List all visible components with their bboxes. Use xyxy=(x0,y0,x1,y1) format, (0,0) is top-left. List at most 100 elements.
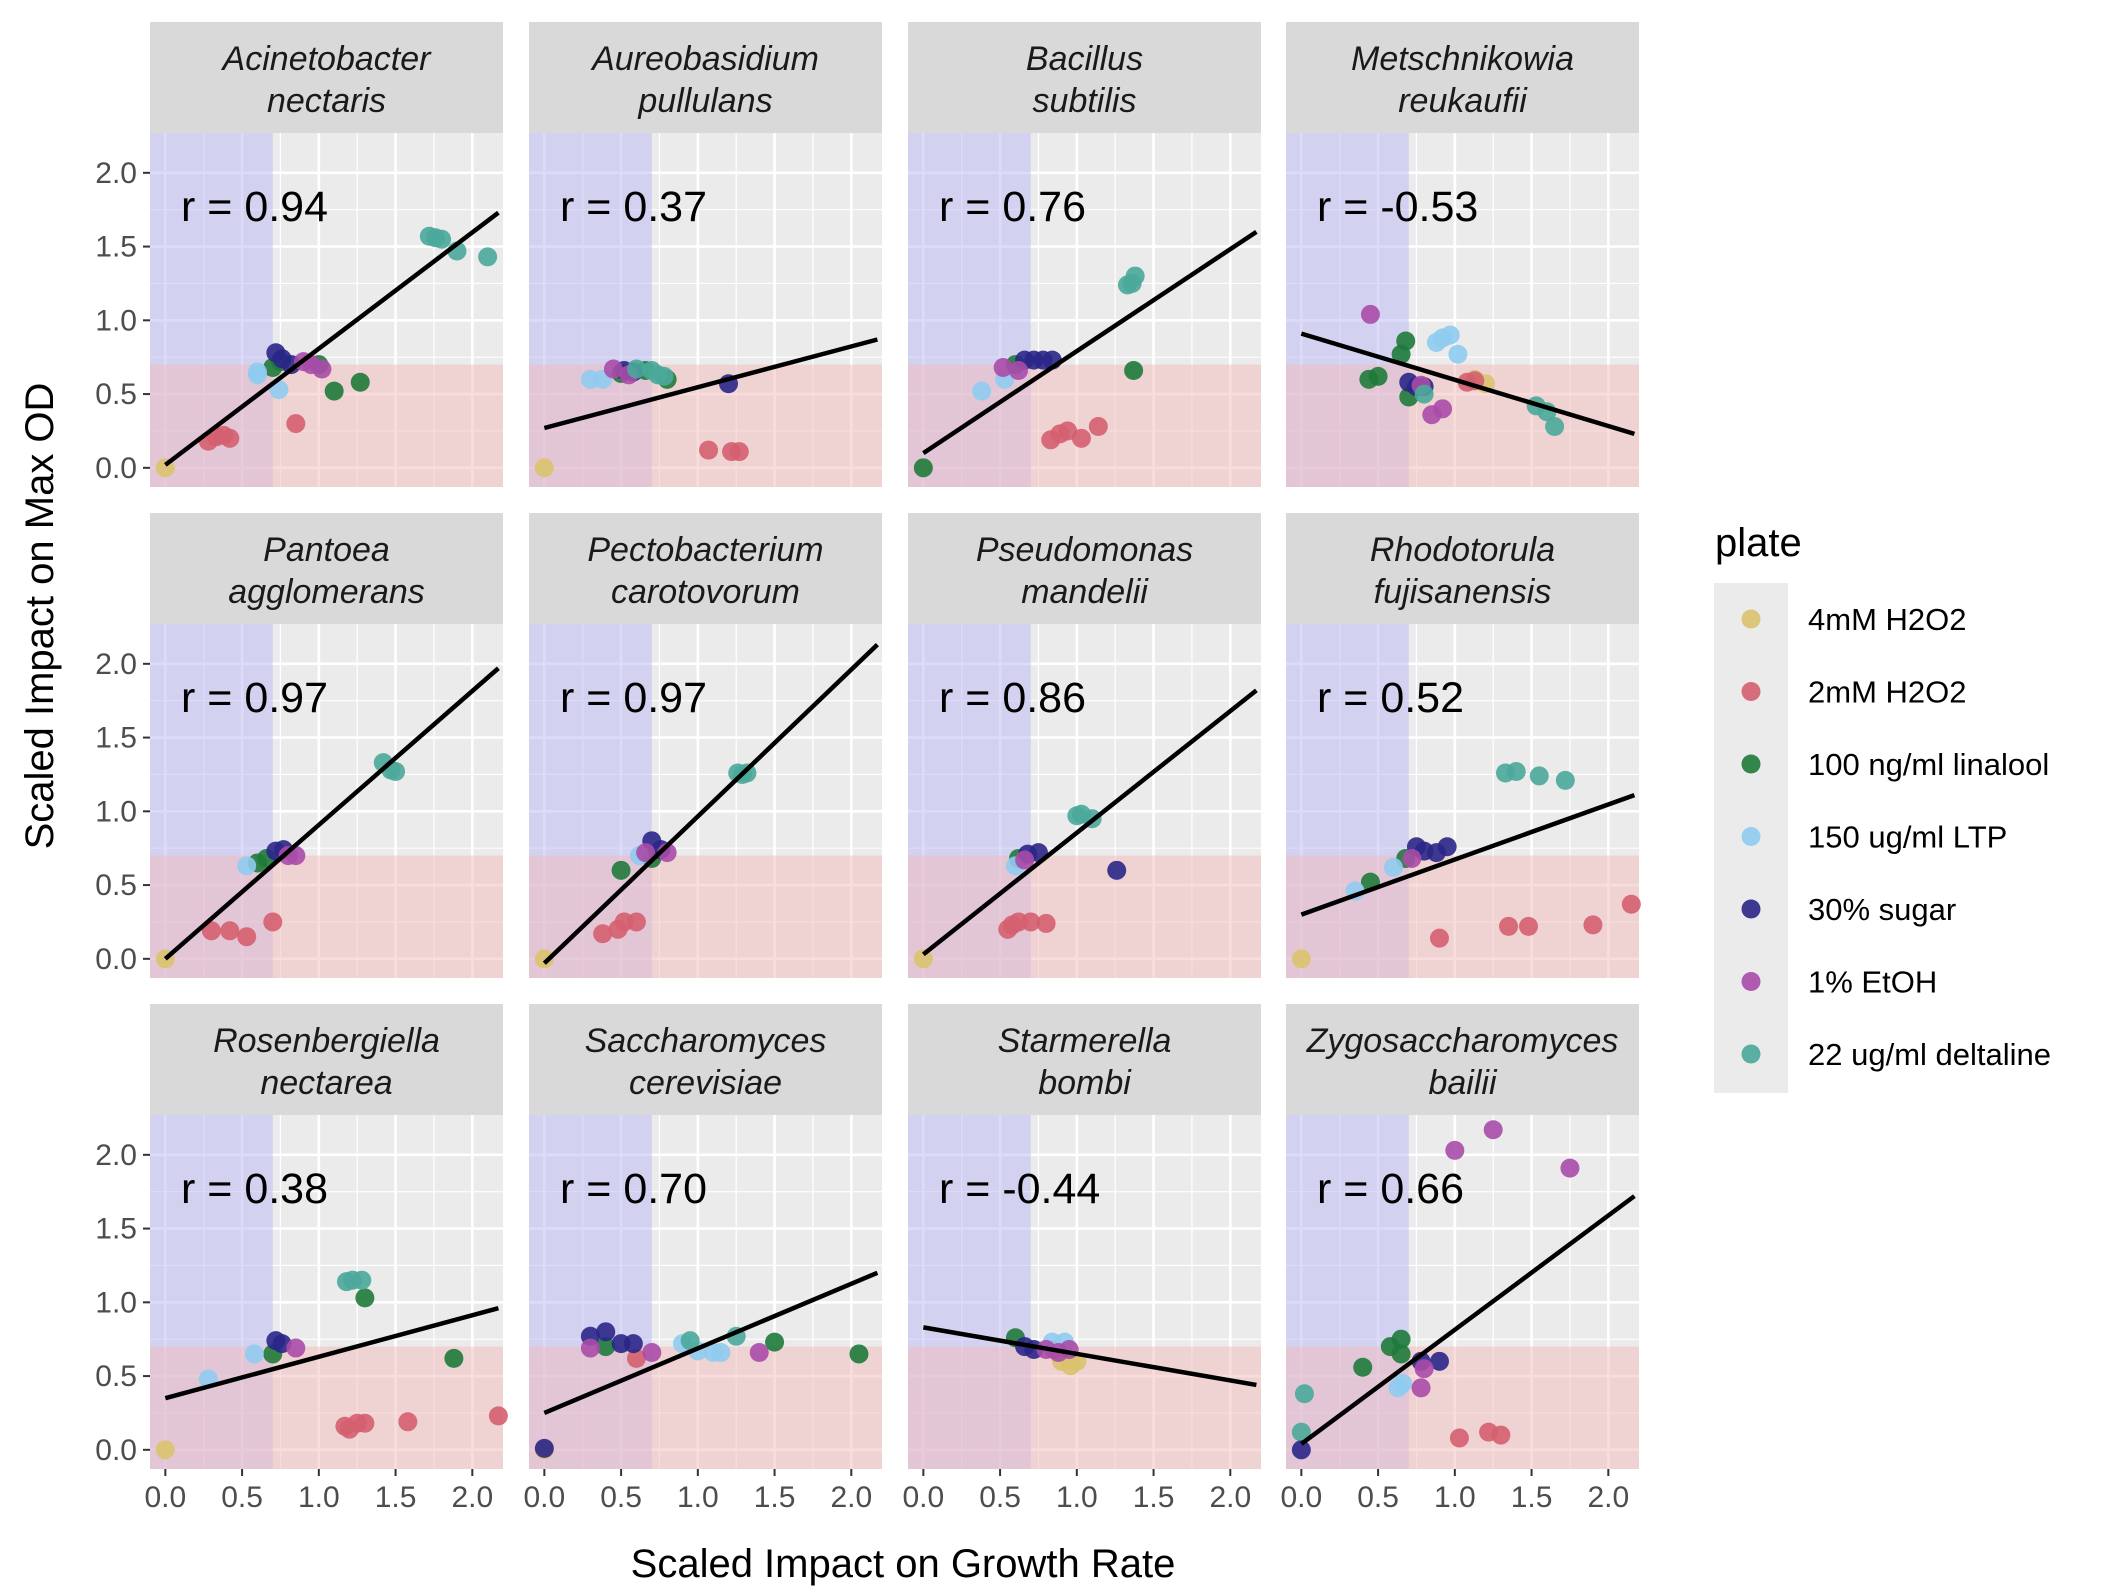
data-point xyxy=(324,381,344,401)
correlation-label: r = 0.94 xyxy=(181,183,328,231)
data-point xyxy=(286,414,306,434)
low-maxod-region xyxy=(150,855,503,978)
facet-panel: Pseudomonas mandelii r = 0.86 xyxy=(908,513,1261,978)
x-tick-label: 0.0 xyxy=(144,1481,186,1514)
data-point xyxy=(654,366,674,386)
data-point xyxy=(1414,384,1434,404)
data-point xyxy=(352,1270,372,1290)
y-tick-label: 0.0 xyxy=(95,1434,137,1467)
legend-title: plate xyxy=(1715,521,1802,565)
data-point xyxy=(1291,1422,1311,1442)
data-point xyxy=(1555,770,1575,790)
legend-label: 4mM H2O2 xyxy=(1808,602,1966,637)
data-point xyxy=(1429,1351,1449,1371)
facet-title-line1: Pectobacterium xyxy=(587,531,823,569)
data-point xyxy=(1448,344,1468,364)
regression-line xyxy=(543,1270,879,1416)
regression-line xyxy=(1300,331,1636,437)
y-tick-label: 0.5 xyxy=(95,869,137,902)
regression-line xyxy=(1300,1194,1636,1446)
data-point xyxy=(1291,1440,1311,1460)
low-maxod-region xyxy=(1286,1346,1639,1469)
x-tick-label: 0.5 xyxy=(1357,1481,1399,1514)
data-point xyxy=(972,381,992,401)
x-tick-label: 1.5 xyxy=(375,1481,417,1514)
x-axis-title: Scaled Impact on Growth Rate xyxy=(631,1542,1176,1586)
facet-panel: Acinetobacter nectaris r = 0.94 xyxy=(150,22,503,487)
facet-panel: Zygosaccharomyces bailii r = 0.66 xyxy=(1286,1004,1639,1469)
regression-line xyxy=(542,643,879,965)
data-point xyxy=(286,1338,306,1358)
data-point xyxy=(1015,850,1035,870)
facet-title-line1: Pseudomonas xyxy=(976,531,1193,569)
x-tick-label: 1.5 xyxy=(754,1481,796,1514)
facet-title-line1: Metschnikowia xyxy=(1351,40,1574,78)
legend-label: 22 ug/ml deltaline xyxy=(1808,1037,2051,1072)
facet-panels: Acinetobacter nectaris r = 0.94 Aureobasidi… xyxy=(150,22,1641,1469)
y-tick-label: 1.0 xyxy=(95,1286,137,1319)
x-tick-label: 0.5 xyxy=(600,1481,642,1514)
facet-title-line2: subtilis xyxy=(1033,82,1137,120)
data-point xyxy=(603,359,623,379)
low-maxod-region xyxy=(150,364,503,487)
correlation-label: r = 0.70 xyxy=(560,1165,707,1213)
data-point xyxy=(1353,1357,1373,1377)
data-point xyxy=(1291,949,1311,969)
data-point xyxy=(1411,1378,1431,1398)
y-tick-label: 1.5 xyxy=(95,231,137,264)
data-point xyxy=(1445,1140,1465,1160)
regression-line xyxy=(921,688,1258,957)
facet-strip xyxy=(1286,513,1639,624)
data-point xyxy=(1125,266,1145,286)
legend-key xyxy=(1741,1044,1761,1064)
y-axis-title: Scaled Impact on Max OD xyxy=(18,383,62,850)
x-tick-label: 0.0 xyxy=(902,1481,944,1514)
y-axis-ticks: 0.0 0.5 1.0 1.5 2.0 0.0 0.5 1.0 1.5 2.0 0.0 0.5 1.0 1… xyxy=(95,157,150,1467)
data-point xyxy=(580,1338,600,1358)
correlation-label: r = 0.76 xyxy=(939,183,1086,231)
facet-title-line2: bombi xyxy=(1038,1064,1132,1102)
data-point xyxy=(1583,915,1603,935)
legend-key xyxy=(1741,972,1761,991)
data-point xyxy=(729,442,749,462)
data-point xyxy=(1437,837,1457,857)
legend-label: 2mM H2O2 xyxy=(1808,675,1966,710)
data-point xyxy=(355,1413,375,1433)
y-tick-label: 1.5 xyxy=(95,1213,137,1246)
y-tick-label: 0.5 xyxy=(95,378,137,411)
data-point xyxy=(1391,1329,1411,1349)
data-point xyxy=(488,1406,508,1426)
correlation-label: r = 0.86 xyxy=(939,674,1086,722)
data-point xyxy=(737,763,757,783)
x-tick-label: 2.0 xyxy=(830,1481,872,1514)
data-point xyxy=(1621,894,1641,914)
facet-strip xyxy=(150,22,503,133)
low-maxod-region xyxy=(529,855,882,978)
data-point xyxy=(237,927,257,947)
facet-title-line1: Zygosaccharomyces xyxy=(1306,1022,1619,1060)
facet-panel: Saccharomyces cerevisiae r = 0.70 xyxy=(529,1004,882,1469)
data-point xyxy=(1009,360,1029,380)
data-point xyxy=(1088,417,1108,437)
facet-title-line1: Starmerella xyxy=(998,1022,1172,1060)
facet-title-line2: pullulans xyxy=(637,82,772,120)
facet-title-line1: Aureobasidium xyxy=(590,40,819,78)
facet-panel: Rhodotorula fujisanensis r = 0.52 xyxy=(1286,513,1641,978)
y-tick-label: 2.0 xyxy=(95,648,137,681)
regression-line xyxy=(922,229,1258,455)
facet-title-line2: mandelii xyxy=(1021,573,1149,611)
data-point xyxy=(155,1440,175,1460)
y-tick-label: 2.0 xyxy=(95,157,137,190)
y-tick-label: 0.5 xyxy=(95,1360,137,1393)
facet-panel: Pectobacterium carotovorum r = 0.97 xyxy=(529,513,882,978)
x-tick-label: 1.5 xyxy=(1511,1481,1553,1514)
data-point xyxy=(642,1342,662,1362)
data-point xyxy=(350,372,370,392)
data-point xyxy=(993,358,1013,378)
x-tick-label: 0.0 xyxy=(1280,1481,1322,1514)
data-point xyxy=(596,1322,616,1342)
legend-key xyxy=(1741,754,1761,774)
legend-key xyxy=(1741,899,1761,919)
facet-strip xyxy=(1286,22,1639,133)
